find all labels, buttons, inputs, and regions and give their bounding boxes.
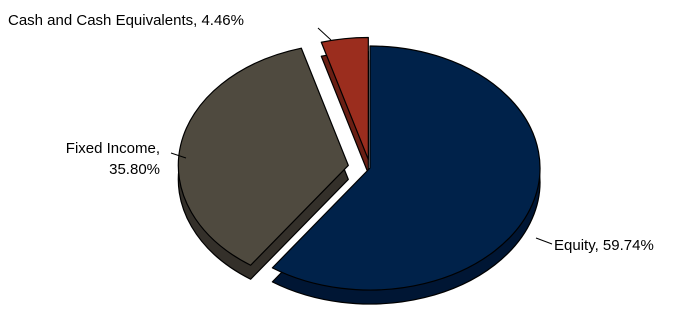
slice-equity <box>271 45 541 291</box>
label-cash: Cash and Cash Equivalents, 4.46% <box>8 12 244 29</box>
label-fixed-income-line2: 35.80% <box>109 161 160 178</box>
leader-line-equity <box>535 237 553 245</box>
pie-slices <box>177 36 541 291</box>
leader-line-fixed-income <box>170 152 187 159</box>
leader-line-cash <box>317 27 332 41</box>
slice-fixed-income <box>177 47 349 266</box>
label-equity: Equity, 59.74% <box>554 237 654 254</box>
label-fixed-income-line1: Fixed Income, <box>66 140 160 157</box>
slice-cash-and-cash-equivalents <box>320 36 369 161</box>
